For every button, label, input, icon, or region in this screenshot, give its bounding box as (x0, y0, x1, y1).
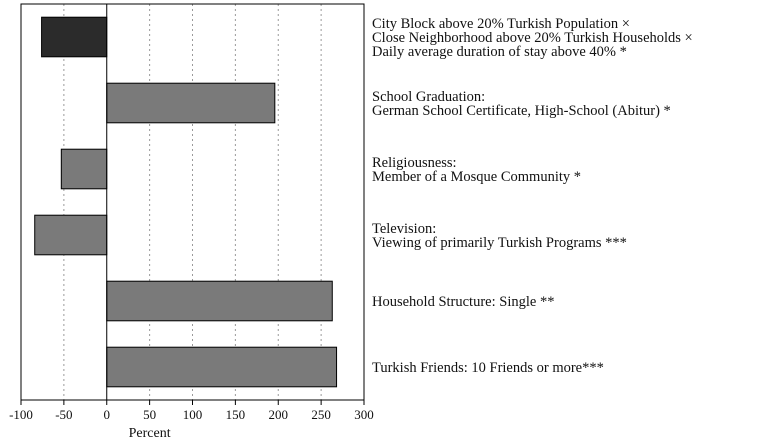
x-tick-label-4: 100 (183, 407, 203, 422)
category-label-1-line-0: School Graduation: (372, 89, 485, 105)
x-tick-label-3: 50 (143, 407, 156, 422)
x-tick-label-5: 150 (226, 407, 246, 422)
category-label-0-line-2: Daily average duration of stay above 40%… (372, 44, 627, 60)
category-label-0-line-0: City Block above 20% Turkish Population … (372, 16, 630, 32)
x-tick-label-2: 0 (104, 407, 111, 422)
bar-0 (41, 16, 108, 58)
bar-4 (106, 280, 333, 322)
category-label-5-line-0: Turkish Friends: 10 Friends or more*** (372, 360, 604, 376)
x-ticks: -100 -50 0 50 100 150 200 250 300 (9, 400, 374, 422)
category-label-2-line-0: Religiousness: (372, 155, 457, 171)
x-tick-label-1: -50 (55, 407, 72, 422)
x-tick-label-0: -100 (9, 407, 33, 422)
category-label-1-line-1: German School Certificate, High-School (… (372, 103, 671, 119)
bar-2 (60, 148, 108, 190)
bar-5 (106, 346, 338, 388)
bar-1 (106, 82, 276, 124)
x-tick-label-6: 200 (269, 407, 289, 422)
category-label-2-line-1: Member of a Mosque Community * (372, 169, 581, 185)
category-labels: City Block above 20% Turkish Population … (372, 16, 693, 376)
category-label-0-line-1: Close Neighborhood above 20% Turkish Hou… (372, 30, 693, 46)
x-tick-label-7: 250 (311, 407, 331, 422)
bars (34, 16, 338, 388)
x-axis-label: Percent (129, 426, 171, 441)
category-label-4-line-0: Household Structure: Single ** (372, 294, 554, 310)
x-tick-label-8: 300 (354, 407, 374, 422)
bar-3 (34, 214, 108, 256)
category-label-3-line-0: Television: (372, 221, 436, 237)
grid-lines (63, 4, 322, 400)
category-label-3-line-1: Viewing of primarily Turkish Programs **… (372, 235, 627, 251)
